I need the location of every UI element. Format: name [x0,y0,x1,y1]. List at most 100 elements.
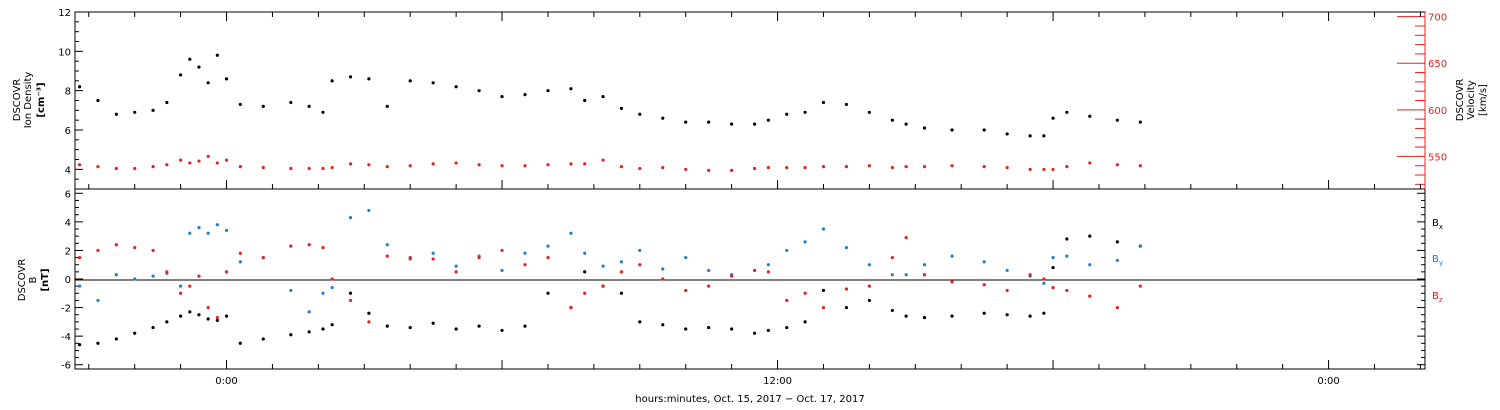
field-point-bz [261,255,265,260]
field-point-by [431,251,435,255]
density-point [367,77,371,81]
field-point-by [684,255,688,260]
field-point-bx [431,321,435,325]
field-point-by [1115,258,1119,263]
field-point-bz [619,270,624,274]
field-axis-label-line1: DSCOVR [17,259,28,302]
field-point-bx [261,337,265,341]
density-point [601,94,605,99]
field-point-bz [1088,294,1092,298]
velocity-point [1051,167,1055,172]
field-point-by [982,260,986,264]
field-point-bx [408,325,412,330]
field-point-bx [730,327,734,331]
field-tick-label: 4 [65,218,71,229]
field-point-bz [546,255,550,260]
field-point-bz [583,291,587,295]
field-point-bx [454,327,458,331]
velocity-point [261,165,265,170]
field-point-bz [454,270,458,274]
field-point-bx [385,324,389,328]
density-point [215,53,219,57]
velocity-point [950,164,954,168]
density-point [1138,120,1142,124]
x-tick-label: 0:00 [215,376,237,387]
field-axis-label-line3: [nT] [40,268,51,291]
field-axis-label-line2: B [28,276,39,283]
velocity-point [151,165,155,169]
field-point-bz [601,284,605,288]
density-point [197,65,201,69]
velocity-point [96,165,100,169]
velocity-axis-label-line1: DSCOVR [1455,79,1466,122]
field-point-bz [307,243,311,247]
density-point [890,118,894,122]
field-point-bx [523,324,527,328]
field-point-bx [867,298,871,303]
field-point-bz [1005,288,1009,293]
field-point-by [867,263,871,267]
x-axis-title: hours:minutes, Oct. 15, 2017 − Oct. 17, … [635,394,865,405]
field-point-bx [367,311,371,315]
field-point-bz [477,255,481,260]
field-point-by [321,291,325,295]
field-point-bz [367,320,371,324]
density-tick-label: 8 [65,87,71,98]
velocity-point [1065,165,1069,169]
field-point-by [179,284,183,288]
field-point-bz [500,248,504,253]
density-point [477,89,481,93]
field-point-by [638,248,642,253]
velocity-point [215,161,219,165]
velocity-point [238,165,242,169]
velocity-point [821,165,826,169]
density-point [904,122,908,126]
field-point-by [950,254,954,258]
velocity-point [890,165,894,170]
field-point-bx [215,318,219,323]
density-point [96,98,100,103]
field-point-by [77,284,82,288]
field-point-bz [707,284,711,288]
field-point-by [114,273,118,277]
density-point [684,120,688,124]
density-point [569,87,573,91]
field-point-bx [289,333,293,337]
density-point [844,102,849,107]
x-tick-label: 0:00 [1317,376,1339,387]
field-point-bz [133,245,137,250]
field-point-by [1051,255,1055,260]
field-point-by [619,260,624,264]
field-point-bz [431,257,435,261]
field-point-bx [238,341,242,345]
density-axis-label-line3: [cm⁻³] [36,82,47,117]
velocity-point [114,166,118,171]
velocity-point [408,164,412,168]
density-point [408,79,412,83]
field-tick-label: -4 [61,332,71,343]
field-point-bz [638,263,642,267]
density-point [523,93,527,97]
field-point-bz [1051,285,1055,290]
velocity-point [601,158,605,162]
field-point-by [289,288,293,293]
field-point-by [785,248,789,253]
field-point-bx [96,341,100,345]
field-point-by [367,208,371,213]
velocity-tick-label: 550 [1428,152,1447,163]
field-point-bz [385,254,389,258]
velocity-point [707,168,711,172]
field-point-bz [766,270,770,274]
velocity-point [785,165,789,170]
field-point-bz [1042,277,1046,281]
field-point-by [500,268,504,273]
field-point-bx [224,314,229,318]
density-point [1005,132,1009,136]
density-point [1115,118,1119,122]
field-point-by [707,268,711,273]
field-point-bx [1051,265,1055,270]
field-point-bz [165,270,169,274]
density-point [348,75,353,79]
field-point-by [523,251,527,255]
field-point-by [238,260,242,264]
